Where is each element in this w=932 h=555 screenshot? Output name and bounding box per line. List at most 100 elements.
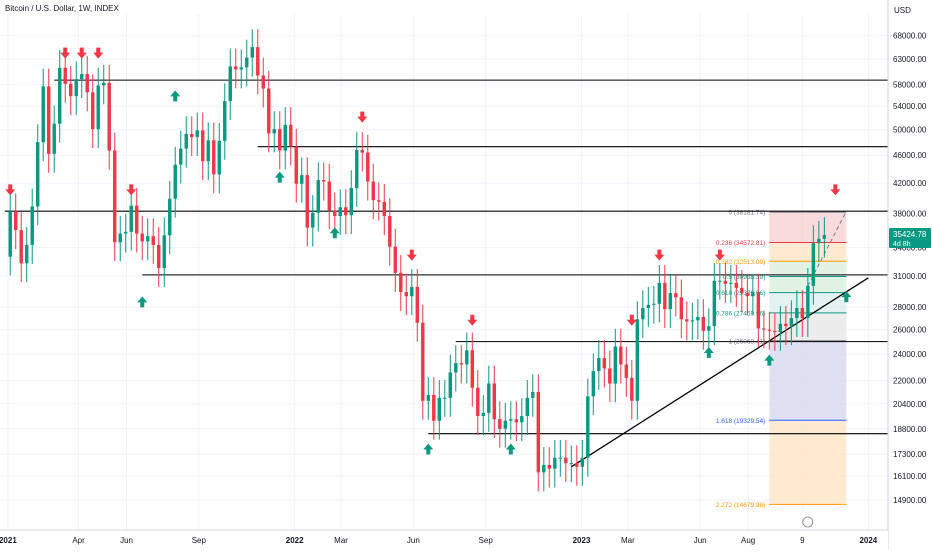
candle [195,112,199,157]
time-tick-label: Apr [72,536,85,545]
down-arrow-icon [76,47,87,59]
up-arrow-icon [274,171,285,183]
up-arrow-icon [137,296,148,308]
candle [179,130,183,184]
down-arrow-icon [626,314,637,326]
candle-body [745,293,750,297]
candle-body [371,181,375,201]
candle [300,157,304,203]
time-axis: 2021 Apr Jun Sep 2022 Mar Jun Sep 2023 Mar Jun Aug 9… [0,529,888,550]
candle [113,132,117,262]
candle-body [531,392,535,398]
candle-body [789,318,794,327]
candle [162,217,166,287]
candle-body [701,316,706,331]
candle-body [575,463,579,467]
candle-body [311,212,315,228]
candle-body [426,394,430,401]
up-arrow-icon [170,90,181,102]
candle-body [355,149,359,189]
candle-body [278,129,282,151]
candle-body [569,463,574,465]
up-arrow-icon [764,354,775,366]
price-tick-label: 20400.00 [893,400,927,409]
candle [531,374,535,417]
candle-body [696,316,700,321]
candle [487,365,491,432]
price-badge-bg [889,228,931,249]
fib-level-label: 0.382 (32513.09) [716,259,766,266]
candle [245,39,249,87]
down-arrow-icon [654,249,665,261]
candle [173,146,177,218]
candle [789,300,794,346]
candle-body [14,211,18,231]
candle-body [300,175,304,184]
candle [767,311,772,350]
candle-body [344,207,348,216]
candle-body [536,392,541,473]
candle-body [162,235,166,269]
fib-band [769,420,847,505]
time-tick-label: 2023 [573,536,591,545]
candle-body [256,47,260,76]
candle-body [239,67,243,70]
price-tick-label: 50000.00 [893,126,927,135]
candle [547,447,552,488]
candle [756,274,761,348]
candle [465,332,469,384]
chart-title: Bitcoin / U.S. Dollar, 1W, INDEX [5,4,119,13]
candle-body [25,244,29,264]
time-tick-label: Sep [479,536,494,545]
fibonacci-retracement: 0 (38181.74) 0.236 (34572.81) 0.382 (32513… [716,210,847,509]
candle [91,74,95,149]
candle [641,290,645,339]
candle [305,157,309,247]
candle [377,182,381,221]
candle [316,162,320,232]
candle-body [652,303,656,305]
candle-body [525,397,530,417]
candle-body [624,364,629,378]
down-arrow-icon [714,249,725,261]
candle [586,378,590,477]
candle-body [811,243,816,286]
candle [707,308,711,350]
candle-body [333,210,337,217]
candle [421,304,425,420]
candle-body [734,282,739,288]
candle-body [388,216,392,247]
candle-body [338,207,342,217]
candle-body [135,205,139,234]
price-tick-label: 22000.00 [893,377,927,386]
price-tick-label: 28000.00 [893,303,927,312]
candle-body [217,140,221,175]
candle [569,445,574,483]
candle [256,29,260,95]
candle-body [586,396,590,458]
candle [135,187,139,253]
candle-body [476,387,480,417]
candle [481,395,485,435]
candle-body [212,140,216,175]
candle-body [382,201,386,217]
price-axis: USD 68000.00 63000.00 58000.00 54000.00 50000… [887,0,932,550]
candle-body [228,66,232,102]
candle-body [784,323,788,327]
current-price-badge: 35424.78 4d 8h [889,228,931,249]
candle [338,189,342,235]
candle [509,401,513,440]
down-arrow-icon [126,184,137,196]
candles [8,29,827,492]
candle [674,275,678,317]
candle [206,122,210,181]
candle-body [509,419,513,421]
candle-body [85,73,89,93]
candle [663,265,667,329]
trendline [570,277,869,468]
candle-body [360,149,364,153]
candle [85,56,89,112]
candle-body [245,57,249,68]
